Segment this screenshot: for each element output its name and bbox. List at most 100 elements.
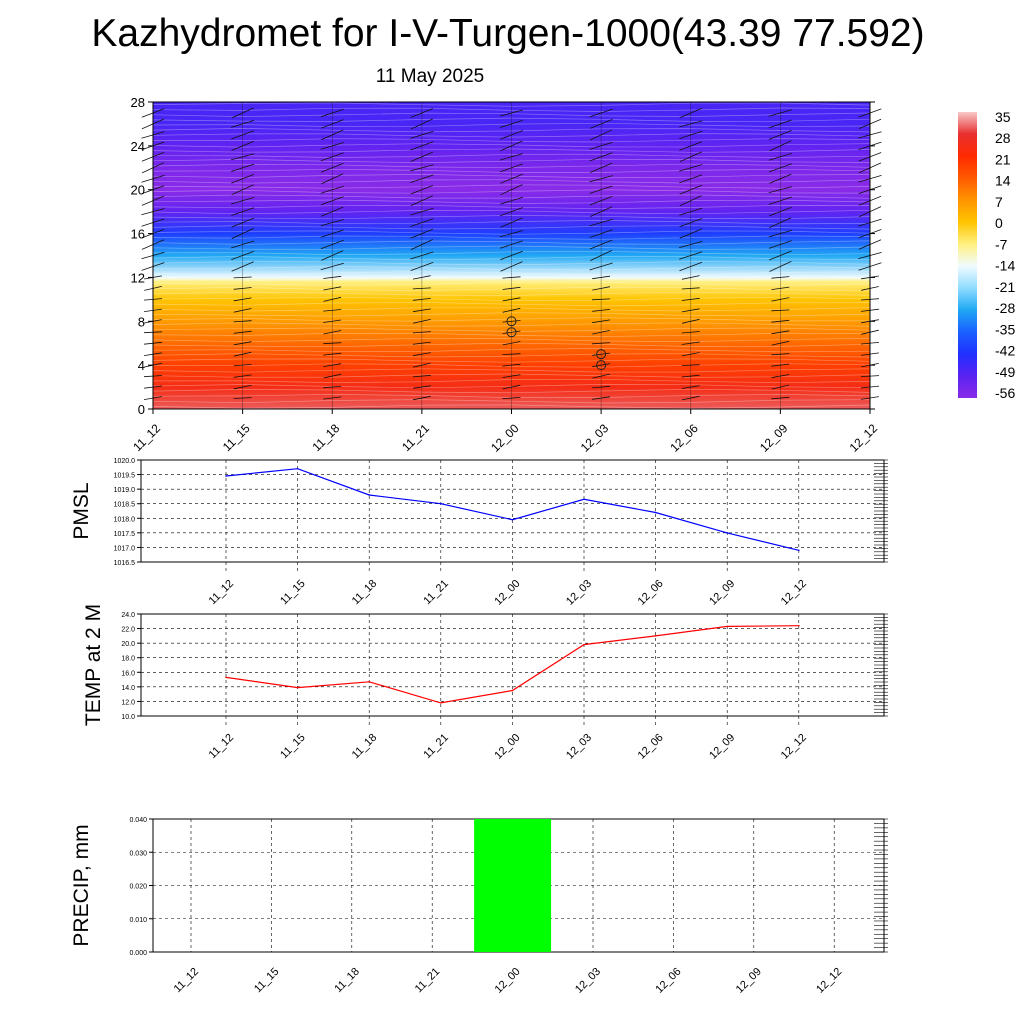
y-tick-label: 22.0 — [121, 627, 135, 634]
series-point — [440, 502, 442, 505]
temp-panel: 10.0 12.0 14.0 16.0 18.0 20.0 22.0 24.0 11_12 11_… — [82, 604, 888, 762]
y-tick-label: 12 — [131, 270, 145, 285]
y-tick-label: 0.020 — [129, 884, 147, 891]
y-tick-label: 16.0 — [121, 670, 135, 677]
colorbar-label: -42 — [995, 343, 1015, 359]
x-tick-label: 12_00 — [488, 421, 522, 455]
x-tick-label: 12_06 — [636, 732, 666, 762]
series-point — [654, 635, 657, 637]
y-tick-label: 1020.0 — [114, 458, 136, 465]
series-point — [368, 680, 371, 683]
colorbar-label: -35 — [995, 321, 1015, 337]
colorbar-label: 14 — [995, 173, 1011, 189]
x-tick-label: 11_21 — [421, 732, 451, 762]
x-tick-label: 12_03 — [564, 578, 594, 608]
series-point — [726, 532, 728, 534]
colorbar-label: 7 — [995, 194, 1003, 210]
y-tick-label: 0 — [138, 402, 145, 417]
y-tick-label: 24.0 — [121, 612, 135, 619]
x-tick-label: 12_09 — [757, 421, 791, 455]
y-tick-label: 4 — [138, 358, 145, 373]
x-tick-label: 11_18 — [350, 578, 380, 608]
colorbar: 35 28 21 14 7 0 -7 -14 -21 -28 -35 -42 -49 -56 — [958, 109, 1015, 401]
chart-title: Kazhydromet for I-V-Turgen-1000(43.39 77… — [91, 12, 925, 55]
x-tick-label: 11_12 — [172, 966, 202, 996]
y-tick-label: 1017.0 — [114, 545, 136, 552]
x-tick-label: 12_09 — [707, 732, 737, 762]
colorbar-label: 0 — [995, 215, 1003, 231]
colorbar-label: -28 — [995, 300, 1015, 316]
x-tick-label: 12_06 — [653, 966, 683, 996]
series-point — [296, 686, 299, 689]
y-tick-label: 1019.0 — [114, 487, 136, 494]
precip-bar — [474, 819, 552, 952]
y-tick-label: 1018.5 — [114, 502, 136, 509]
x-tick-label: 11_18 — [332, 966, 362, 996]
y-tick-label: 10.0 — [121, 714, 135, 721]
x-tick-label: 12_06 — [667, 421, 701, 455]
x-tick-label: 12_09 — [734, 966, 764, 996]
y-tick-label: 12.0 — [121, 699, 135, 706]
x-tick-label: 12_00 — [493, 966, 523, 996]
x-tick-label: 11_12 — [130, 421, 163, 454]
y-tick-label: 8 — [138, 314, 145, 329]
x-tick-label: 11_21 — [421, 578, 451, 608]
y-tick-label: 0.040 — [129, 817, 147, 824]
x-tick-label: 11_21 — [413, 966, 443, 996]
x-tick-label: 11_15 — [278, 578, 308, 608]
series-point — [583, 498, 585, 501]
series-point — [296, 467, 299, 470]
x-tick-label: 11_15 — [278, 732, 308, 762]
series-point — [726, 625, 728, 628]
x-tick-label: 11_15 — [252, 966, 282, 996]
x-tick-label: 12_03 — [564, 732, 594, 762]
y-tick-label: 0.030 — [129, 850, 147, 857]
x-tick-label: 12_12 — [779, 578, 809, 608]
marker-circle — [506, 327, 517, 338]
x-tick-label: 12_03 — [578, 421, 612, 455]
y-tick-label: 28 — [131, 95, 145, 110]
series-point — [225, 475, 227, 477]
y-tick-label: 0.010 — [129, 917, 147, 924]
y-axis-title: PRECIP, mm — [70, 824, 93, 946]
colorbar-label: -14 — [995, 258, 1015, 274]
x-tick-label: 12_12 — [814, 966, 844, 996]
series-point — [798, 549, 800, 552]
colorbar-strip — [958, 112, 977, 398]
y-tick-label: 18.0 — [121, 656, 135, 663]
x-tick-label: 12_03 — [573, 966, 603, 996]
y-tick-label: 16 — [131, 227, 145, 242]
series-point — [440, 702, 442, 704]
x-tick-label: 12_12 — [779, 732, 809, 762]
series-point — [511, 518, 514, 521]
x-tick-label: 11_18 — [310, 421, 343, 454]
x-tick-label: 11_21 — [399, 421, 432, 454]
x-tick-label: 11_12 — [207, 578, 237, 608]
colorbar-label: -21 — [995, 279, 1015, 295]
y-tick-label: 14.0 — [121, 685, 135, 692]
marker-circle — [596, 349, 607, 360]
colorbar-label: 21 — [995, 151, 1011, 167]
series-point — [798, 624, 800, 627]
series-point — [368, 494, 371, 496]
colorbar-label: -7 — [995, 236, 1008, 252]
series-point — [583, 643, 585, 646]
series-point — [225, 676, 227, 679]
y-tick-label: 24 — [131, 139, 145, 154]
x-tick-label: 12_06 — [636, 578, 666, 608]
y-tick-label: 1017.5 — [114, 531, 136, 538]
marker-circle — [506, 316, 517, 327]
y-tick-label: 20 — [131, 183, 145, 198]
heatmap-panel: 0 4 8 12 16 20 24 28 11_12 11_15 11_18 11_21 12_00 12… — [130, 95, 882, 455]
colorbar-label: -49 — [995, 364, 1015, 380]
x-tick-label: 11_15 — [220, 421, 253, 454]
series-point — [511, 689, 514, 692]
y-tick-label: 1019.5 — [114, 473, 136, 480]
y-axis-title: TEMP at 2 M — [82, 604, 105, 726]
x-tick-label: 12_12 — [847, 421, 881, 455]
x-tick-label: 12_09 — [707, 578, 737, 608]
y-tick-label: 0.000 — [129, 950, 147, 957]
precip-panel: 0.000 0.010 0.020 0.030 0.040 11_12 11_15 11_18… — [70, 817, 888, 996]
y-axis-title: PMSL — [70, 482, 93, 539]
